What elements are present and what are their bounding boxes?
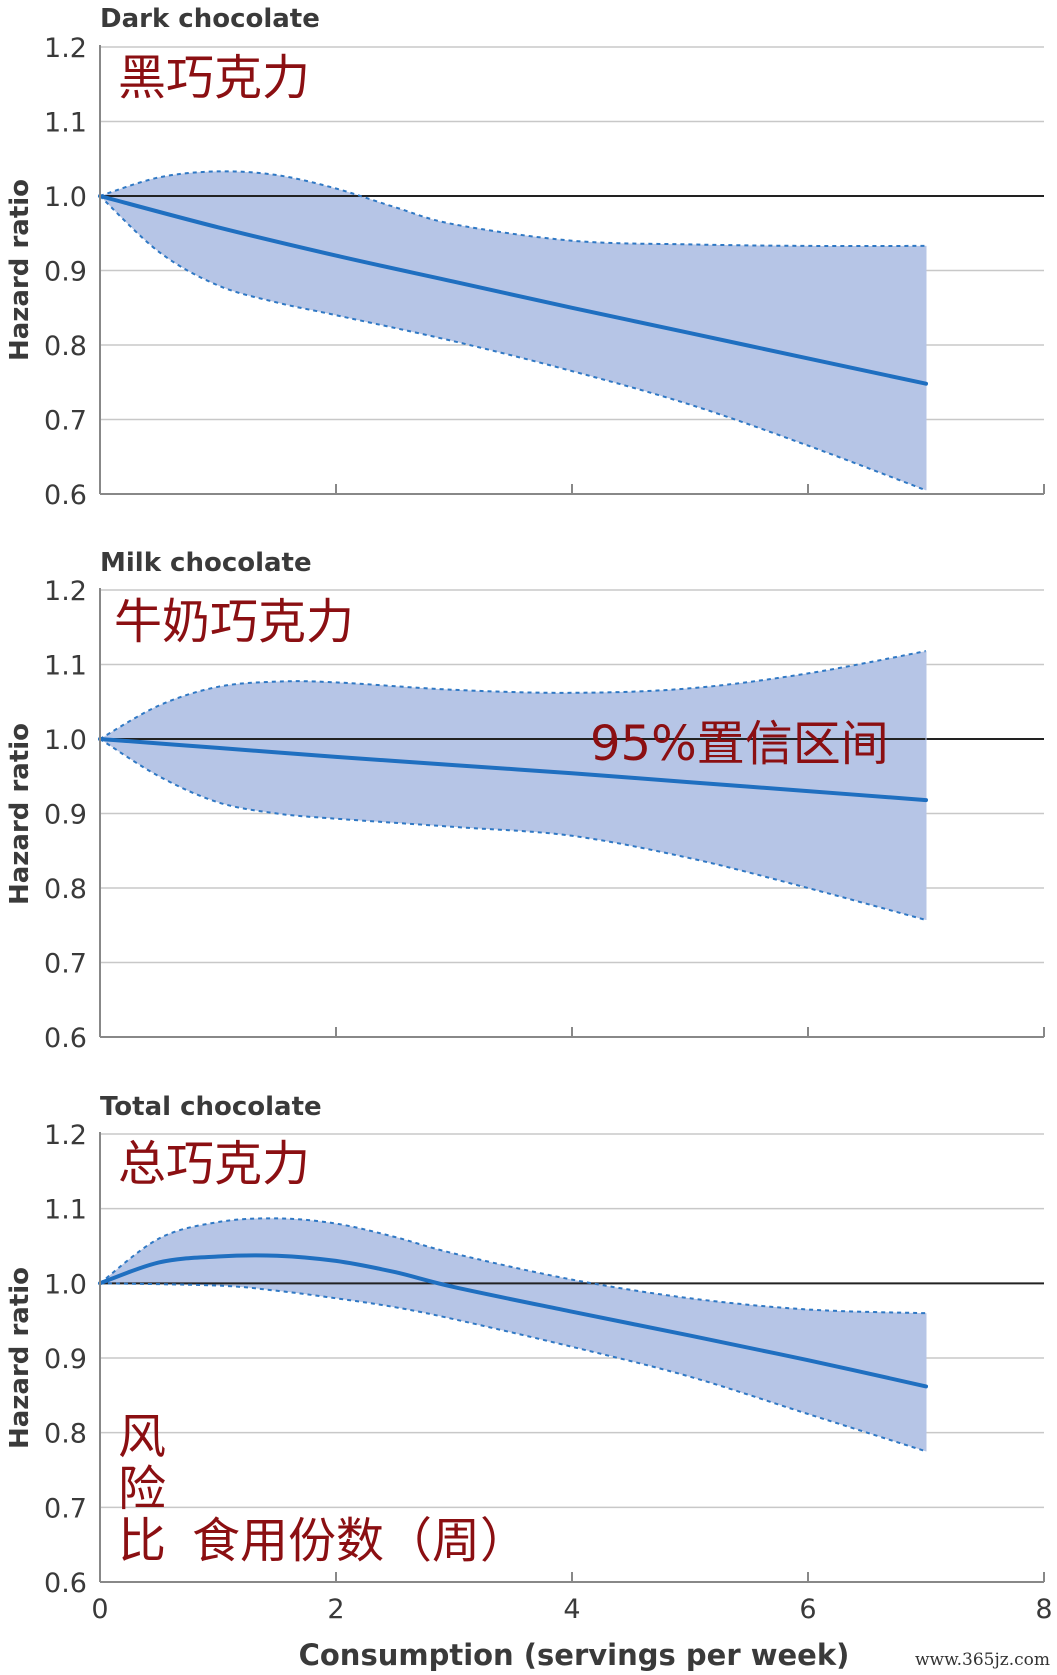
- x-tick-label: 0: [91, 1594, 108, 1625]
- x-tick-label: 4: [563, 1594, 580, 1625]
- y-axis-label: Hazard ratio: [5, 1267, 35, 1449]
- y-axis-label: Hazard ratio: [5, 723, 35, 905]
- y-tick-label: 0.8: [44, 1419, 87, 1450]
- ci-lower-line: [99, 738, 927, 921]
- annotation-dark: 黑巧克力: [118, 50, 310, 106]
- plot-marks: 0.6 0.7 0.8 0.9 1.0 1.1 1.2: [44, 33, 1045, 511]
- y-tick-label: 1.1: [44, 108, 87, 139]
- x-axis-tick-labels: 0 2 4 6 8: [91, 1594, 1052, 1625]
- y-axis-label: Hazard ratio: [5, 179, 35, 361]
- y-tick-label: 0.8: [44, 331, 87, 362]
- plot-marks: 0.6 0.7 0.8 0.9 1.0 1.1 1.2: [44, 1120, 1045, 1599]
- annotation-total: 总巧克力: [118, 1136, 310, 1192]
- y-tick-label: 1.0: [44, 182, 87, 213]
- y-tick-label: 1.1: [44, 1195, 87, 1226]
- panel-title: Total chocolate: [100, 1092, 322, 1122]
- x-axis-label: Consumption (servings per week): [299, 1638, 850, 1672]
- ci-upper-line: [99, 170, 927, 248]
- y-tick-label: 1.2: [44, 33, 87, 64]
- y-tick-label: 0.7: [44, 406, 87, 437]
- y-tick-label: 1.2: [44, 576, 87, 607]
- annotation-milk: 牛奶巧克力: [114, 594, 354, 650]
- y-tick-label: 0.6: [44, 1568, 87, 1599]
- annotation-hazard-char-2: 险: [118, 1461, 166, 1517]
- y-tick-label: 1.0: [44, 1269, 87, 1300]
- watermark: www.365jz.com: [915, 1650, 1050, 1670]
- annotation-consumption: 食用份数（周）: [192, 1513, 528, 1569]
- ci-upper-line: [99, 650, 927, 740]
- annotation-hazard-char-3: 比: [118, 1513, 166, 1569]
- estimate-line: [98, 1253, 928, 1389]
- y-tick-label: 1.1: [44, 651, 87, 682]
- panel-title: Milk chocolate: [100, 548, 312, 578]
- confidence-band: [100, 171, 926, 491]
- y-tick-label: 0.6: [44, 480, 87, 511]
- annotation-ci: 95%置信区间: [590, 716, 889, 772]
- x-tick-label: 2: [327, 1594, 344, 1625]
- panel-total-chocolate: Total chocolate Hazard ratio 0.60.70.80.…: [5, 1092, 1045, 1599]
- y-tick-label: 0.6: [44, 1023, 87, 1054]
- ci-upper-line: [99, 1217, 927, 1315]
- y-tick-label: 0.9: [44, 257, 87, 288]
- ci-lower-line: [99, 195, 927, 492]
- confidence-band: [100, 651, 926, 920]
- plot-marks: 0.6 0.7 0.8 0.9 1.0 1.1 1.2: [44, 576, 1045, 1054]
- confidence-band: [100, 1218, 926, 1452]
- x-tick-label: 6: [799, 1594, 816, 1625]
- panel-milk-chocolate: Milk chocolate Hazard ratio 0.6 0.7 0.8 0.9…: [5, 548, 1045, 1054]
- panel-title: Dark chocolate: [100, 4, 320, 34]
- annotation-hazard-char-1: 风: [118, 1409, 166, 1465]
- ci-lower-line: [99, 1282, 927, 1453]
- panel-dark-chocolate: Dark chocolate Hazard ratio 0.6 0.7 0.8 0.9…: [5, 4, 1045, 511]
- y-tick-label: 0.7: [44, 1493, 87, 1524]
- estimate-line: [98, 737, 928, 803]
- estimate-line: [98, 194, 928, 386]
- y-tick-label: 0.8: [44, 874, 87, 905]
- x-tick-label: 8: [1035, 1594, 1052, 1625]
- y-tick-label: 0.7: [44, 949, 87, 980]
- y-tick-label: 0.9: [44, 1344, 87, 1375]
- y-tick-label: 1.0: [44, 725, 87, 756]
- y-tick-label: 1.2: [44, 1120, 87, 1151]
- y-tick-label: 0.9: [44, 800, 87, 831]
